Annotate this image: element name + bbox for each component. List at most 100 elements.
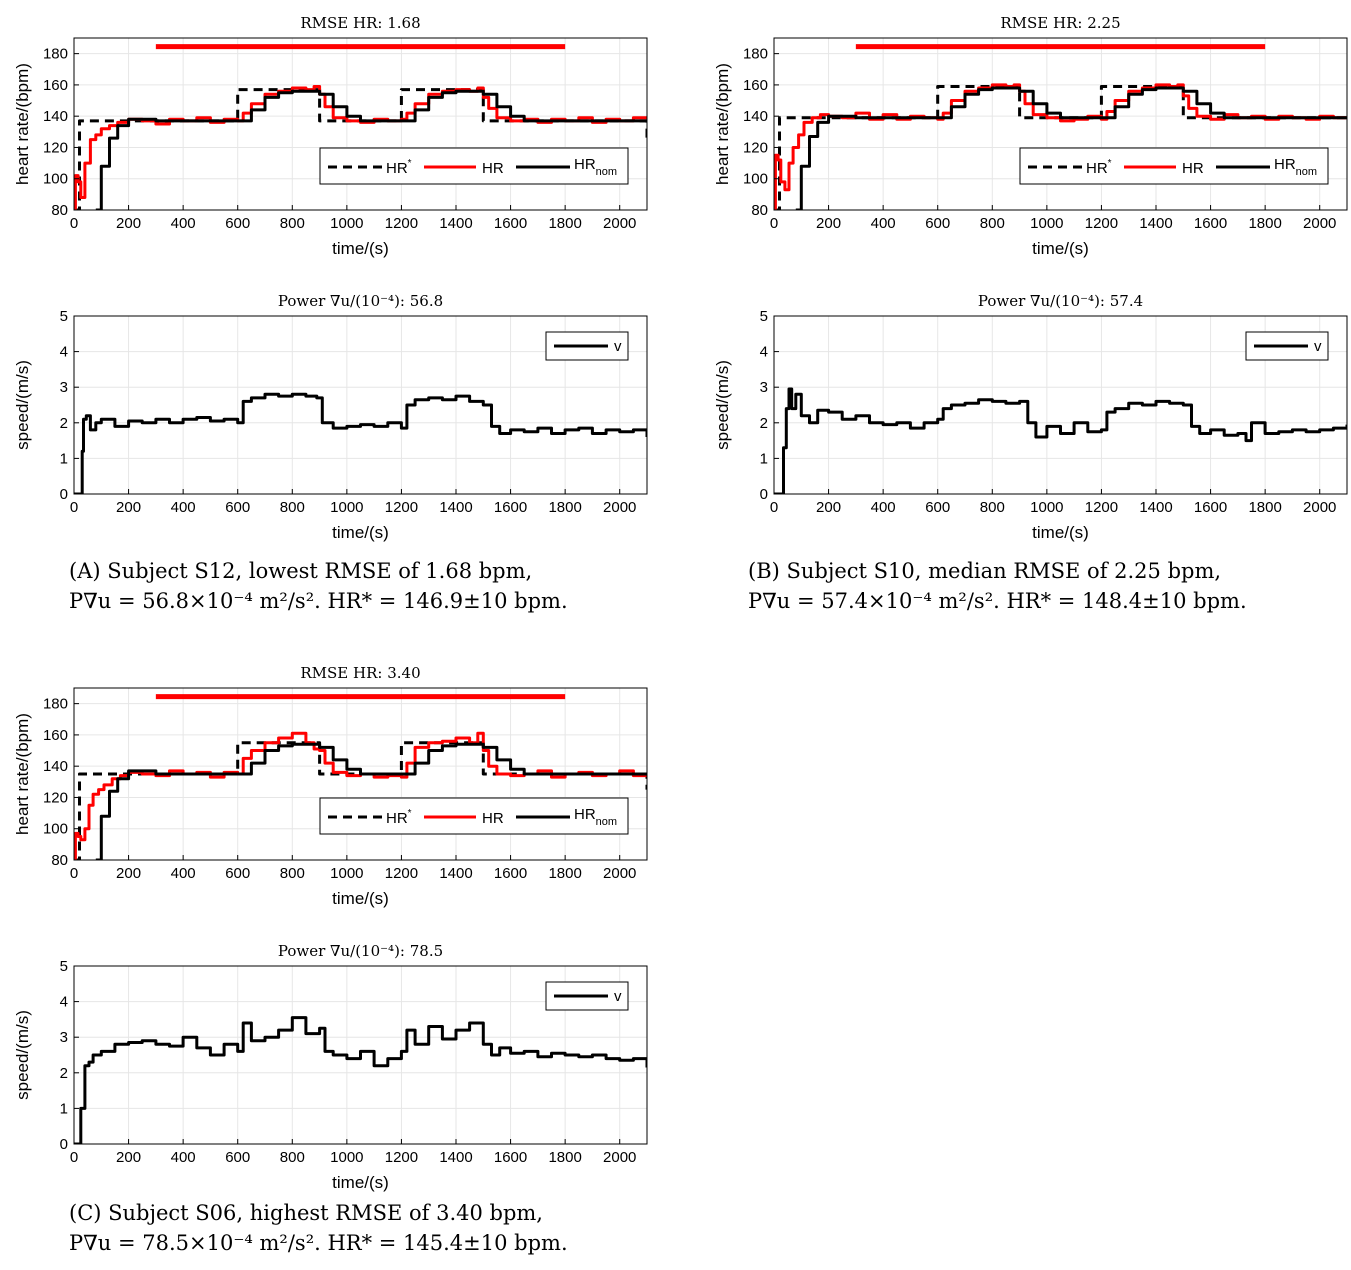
y-axis-label: heart rate/(bpm) — [713, 63, 732, 185]
x-tick-label: 1600 — [494, 1149, 527, 1166]
x-tick-label: 1200 — [385, 865, 418, 882]
x-tick-label: 200 — [116, 215, 141, 232]
y-tick-label: 100 — [743, 171, 768, 188]
x-tick-label: 1000 — [1030, 499, 1063, 516]
y-tick-label: 2 — [60, 415, 68, 432]
x-tick-label: 1800 — [548, 499, 581, 516]
x-tick-label: 200 — [816, 215, 841, 232]
series-group — [74, 1016, 647, 1144]
x-tick-label: 800 — [280, 215, 305, 232]
y-tick-label: 4 — [760, 344, 768, 361]
y-tick-label: 180 — [743, 46, 768, 63]
reference-hr-line — [74, 741, 647, 860]
y-tick-label: 100 — [43, 821, 68, 838]
caption-a: (A) Subject S12, lowest RMSE of 1.68 bpm… — [69, 556, 614, 616]
y-tick-label: 140 — [43, 108, 68, 125]
y-tick-label: 0 — [60, 486, 68, 503]
x-tick-label: 0 — [70, 865, 78, 882]
x-tick-label: 0 — [70, 1149, 78, 1166]
y-tick-label: 140 — [43, 758, 68, 775]
x-tick-label: 2000 — [603, 1149, 636, 1166]
x-tick-label: 400 — [171, 865, 196, 882]
legend-reference-label: HR* — [386, 808, 412, 827]
y-tick-label: 1 — [760, 450, 768, 467]
caption-b-line1: (B) Subject S10, median RMSE of 2.25 bpm… — [748, 559, 1222, 583]
caption-c: (C) Subject S06, highest RMSE of 3.40 bp… — [69, 1198, 614, 1258]
x-axis-label: time/(s) — [332, 523, 389, 542]
y-axis-label: speed/(m/s) — [713, 360, 732, 450]
x-tick-label: 400 — [171, 1149, 196, 1166]
x-tick-label: 600 — [225, 499, 250, 516]
x-tick-label: 1200 — [385, 499, 418, 516]
x-tick-label: 1200 — [1085, 499, 1118, 516]
x-axis-label: time/(s) — [332, 1173, 389, 1192]
x-tick-label: 1600 — [494, 215, 527, 232]
speed-chart-c: Power ∇u/(10⁻⁴): 78.50 200 400 600 800 1000 12… — [13, 942, 648, 1192]
x-axis-label: time/(s) — [332, 889, 389, 908]
x-tick-label: 1600 — [494, 865, 527, 882]
y-tick-label: 4 — [60, 344, 68, 361]
x-tick-label: 1000 — [330, 215, 363, 232]
chart-title: Power ∇u/(10⁻⁴): 57.4 — [978, 292, 1143, 310]
y-tick-label: 2 — [760, 415, 768, 432]
x-tick-label: 1800 — [1248, 215, 1281, 232]
panel-c: RMSE HR: 3.40 0 200 400 600 800 1000 1200 1400 16… — [0, 650, 660, 1270]
y-tick-label: 80 — [51, 202, 68, 219]
chart-title: RMSE HR: 1.68 — [300, 14, 420, 32]
x-tick-label: 2000 — [1303, 215, 1336, 232]
series-group — [74, 85, 647, 210]
y-tick-label: 160 — [743, 77, 768, 94]
chart-title: RMSE HR: 2.25 — [1000, 14, 1120, 32]
x-tick-label: 1800 — [548, 865, 581, 882]
x-tick-label: 1400 — [439, 865, 472, 882]
y-tick-label: 1 — [60, 1100, 68, 1117]
y-tick-label: 160 — [43, 77, 68, 94]
y-tick-label: 120 — [43, 789, 68, 806]
x-tick-label: 800 — [280, 1149, 305, 1166]
series-group — [774, 387, 1347, 494]
x-tick-label: 1600 — [494, 499, 527, 516]
y-tick-label: 5 — [760, 308, 768, 325]
speed-line — [774, 387, 1347, 494]
series-group — [74, 392, 647, 494]
hr-chart-c: RMSE HR: 3.40 0 200 400 600 800 1000 1200 1400 16… — [13, 664, 648, 908]
x-tick-label: 400 — [871, 215, 896, 232]
axes-box — [773, 37, 1348, 211]
x-tick-label: 800 — [280, 865, 305, 882]
x-tick-label: 1600 — [1194, 215, 1227, 232]
panel-b: RMSE HR: 2.25 0 200 400 600 800 1000 1200 1400 16… — [700, 0, 1351, 660]
x-tick-label: 1400 — [1139, 215, 1172, 232]
legend-hr-label: HR — [482, 810, 504, 827]
legend-reference-label: HR* — [386, 158, 412, 177]
axes-box — [73, 687, 648, 861]
x-tick-label: 1400 — [1139, 499, 1172, 516]
legend-hr-label: HR — [1182, 160, 1204, 177]
x-tick-label: 0 — [770, 499, 778, 516]
nominal-hr-line — [95, 89, 647, 210]
caption-c-line1: (C) Subject S06, highest RMSE of 3.40 bp… — [69, 1201, 543, 1225]
x-tick-label: 1000 — [1030, 215, 1063, 232]
x-tick-label: 1800 — [548, 1149, 581, 1166]
speed-line — [74, 1016, 647, 1144]
x-tick-label: 600 — [225, 215, 250, 232]
y-tick-label: 80 — [51, 852, 68, 869]
x-tick-label: 2000 — [1303, 499, 1336, 516]
x-tick-label: 200 — [116, 499, 141, 516]
y-tick-label: 120 — [43, 139, 68, 156]
y-tick-label: 180 — [43, 46, 68, 63]
x-tick-label: 1000 — [330, 865, 363, 882]
y-tick-label: 5 — [60, 308, 68, 325]
x-tick-label: 2000 — [603, 499, 636, 516]
x-tick-label: 2000 — [603, 865, 636, 882]
x-tick-label: 1400 — [439, 215, 472, 232]
x-tick-label: 1200 — [385, 1149, 418, 1166]
x-tick-label: 1000 — [330, 1149, 363, 1166]
caption-c-line2: P∇u = 78.5×10⁻⁴ m²/s². HR* = 145.4±10 bp… — [69, 1231, 568, 1255]
x-tick-label: 1400 — [439, 1149, 472, 1166]
x-tick-label: 600 — [925, 215, 950, 232]
nominal-hr-line — [95, 742, 647, 860]
y-tick-label: 3 — [760, 379, 768, 396]
speed-line — [74, 392, 647, 494]
y-tick-label: 1 — [60, 450, 68, 467]
y-tick-label: 120 — [743, 139, 768, 156]
